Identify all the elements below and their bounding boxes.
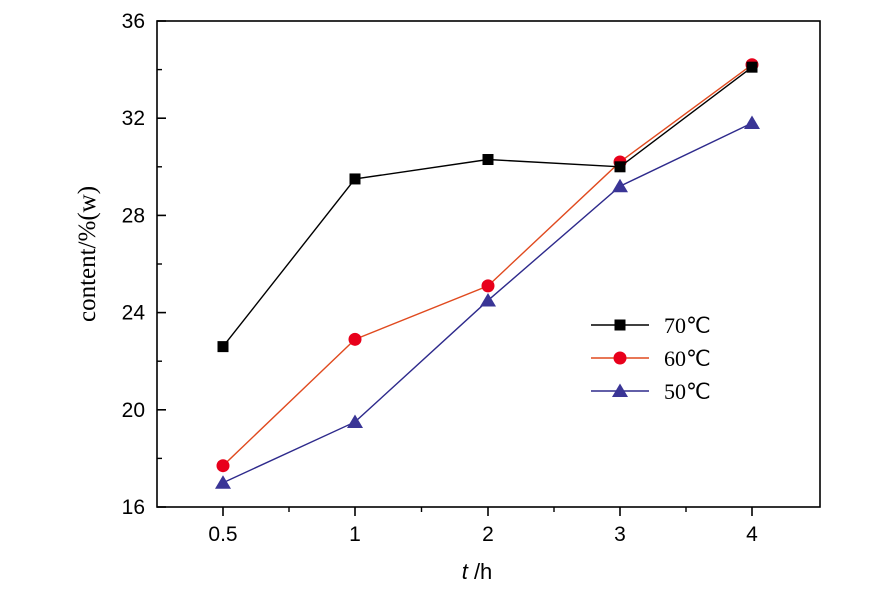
series-group	[215, 58, 760, 489]
series-triangle	[215, 115, 760, 489]
data-point	[614, 161, 626, 173]
y-tick-label: 20	[122, 399, 145, 422]
data-point	[349, 173, 361, 185]
data-point	[746, 61, 758, 73]
legend-marker	[613, 351, 627, 365]
data-point	[347, 414, 363, 428]
x-tick-label: 0.5	[208, 523, 237, 546]
legend-item: 70℃	[591, 313, 711, 338]
x-tick-label: 4	[746, 523, 758, 546]
legend-item: 60℃	[591, 346, 711, 371]
legend-marker	[614, 319, 626, 331]
y-tick-label: 16	[122, 496, 145, 519]
data-point	[215, 475, 231, 489]
x-tick-label: 3	[614, 523, 626, 546]
data-point	[482, 154, 494, 166]
x-tick-label: 1	[349, 523, 361, 546]
data-point	[217, 341, 229, 353]
y-axis-title: content/%(w)	[74, 186, 101, 322]
y-axis: 16 20 24 28 32 36	[122, 10, 166, 519]
y-tick-label: 28	[122, 204, 145, 227]
y-tick-label: 32	[122, 107, 145, 130]
series-line	[222, 64, 753, 467]
series-circle	[216, 58, 759, 473]
series-square	[217, 61, 758, 353]
legend-label: 50℃	[664, 379, 711, 404]
x-axis: 0.5 1 2 3 4	[208, 507, 758, 546]
data-point	[216, 459, 230, 473]
data-point	[612, 178, 628, 193]
y-tick-label: 24	[122, 302, 146, 325]
legend-label: 60℃	[664, 346, 711, 371]
x-axis-title: t /h	[462, 559, 493, 584]
x-tick-label: 2	[482, 523, 494, 546]
y-tick-label: 36	[122, 10, 145, 33]
x-axis-title-unit: /h	[468, 559, 492, 584]
legend: 70℃ 60℃ 50℃	[591, 313, 711, 404]
legend-item: 50℃	[591, 379, 711, 404]
data-point	[744, 115, 760, 130]
data-point	[348, 332, 362, 346]
data-point	[481, 279, 495, 293]
legend-label: 70℃	[664, 313, 711, 338]
legend-marker	[612, 383, 628, 397]
x-axis-title-variable: t	[462, 559, 469, 584]
data-point	[480, 292, 496, 307]
